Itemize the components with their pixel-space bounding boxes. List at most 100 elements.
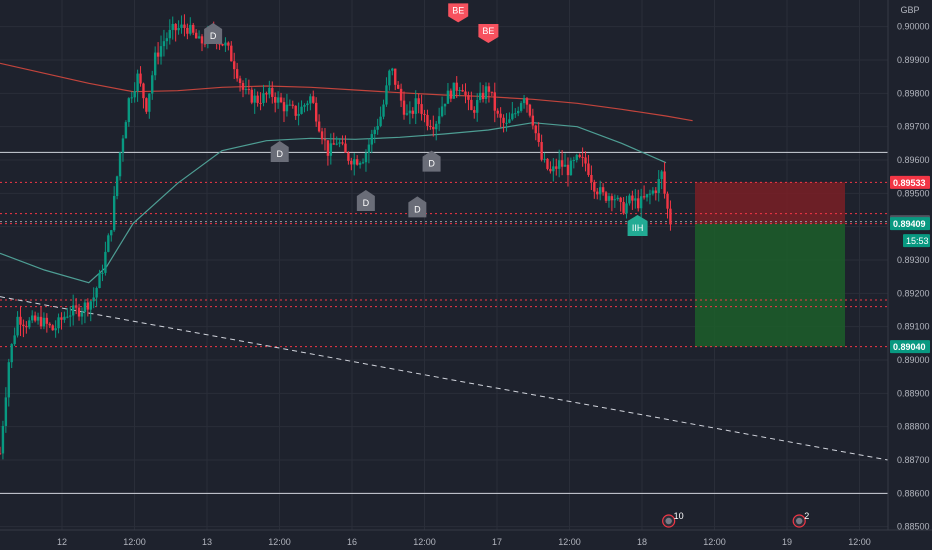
marker-badge-label: D (428, 159, 435, 169)
candle-body (563, 164, 567, 167)
candle-body (121, 138, 125, 153)
candle-body (317, 121, 321, 132)
take-profit-zone[interactable] (695, 223, 845, 347)
candle-body (341, 142, 344, 144)
candle-body (326, 140, 330, 156)
candle-body (399, 88, 403, 101)
candle-body (654, 190, 658, 193)
candle-body (473, 110, 476, 113)
candle-body (446, 90, 450, 104)
candle-body (274, 96, 277, 103)
candle-body (493, 92, 496, 111)
candle-body (417, 98, 420, 105)
candle-body (364, 152, 368, 163)
candle-body (619, 197, 622, 202)
candle-body (669, 208, 672, 225)
candle-body (560, 160, 564, 167)
candle-body (584, 157, 587, 164)
candle-body (159, 46, 163, 57)
candle-body (1, 425, 5, 454)
candle-body (642, 196, 646, 198)
candle-body (306, 103, 309, 106)
candle-body (496, 110, 499, 114)
stop-loss-zone[interactable] (695, 182, 845, 224)
x-tick-label: 18 (637, 537, 647, 547)
candle-body (358, 162, 362, 165)
currency-label: GBP (900, 5, 919, 15)
candle-body (183, 24, 186, 28)
marker-badge[interactable] (448, 3, 469, 23)
candle-body (124, 122, 128, 139)
marker-badge-label: BE (482, 26, 494, 36)
candle-body (648, 193, 652, 195)
candle-body (405, 113, 409, 115)
candle-body (19, 316, 22, 325)
candle-body (250, 89, 253, 103)
marker-badge[interactable] (356, 190, 375, 211)
candle-body (86, 302, 90, 310)
candle-body (77, 307, 81, 317)
candle-body (394, 68, 397, 85)
candle-body (543, 158, 546, 160)
moving-average-slow (0, 62, 693, 122)
candle-body (593, 182, 596, 192)
candle-body (148, 93, 151, 112)
candle-body (470, 99, 473, 111)
candle-body (31, 315, 34, 321)
candle-body (625, 203, 628, 214)
candle-body (528, 104, 532, 116)
candle-body (285, 104, 289, 112)
candle-body (634, 198, 637, 201)
candle-body (294, 105, 297, 116)
candle-body (478, 92, 482, 101)
candle-body (575, 154, 578, 160)
candle-body (63, 316, 66, 320)
marker-badge-label: BE (452, 5, 464, 15)
candle-body (490, 91, 494, 93)
candle-body (467, 95, 470, 100)
candle-body (581, 156, 584, 158)
candle-body (578, 154, 581, 157)
marker-badge[interactable] (627, 215, 648, 236)
candle-body (622, 201, 625, 214)
x-tick-label: 12:00 (703, 537, 726, 547)
y-tick-label: 0.89800 (897, 88, 930, 98)
candle-body (39, 316, 43, 327)
candle-body (256, 95, 259, 103)
candle-body (279, 97, 283, 103)
candle-body (95, 287, 98, 298)
marker-badge[interactable] (478, 24, 499, 43)
marker-badge[interactable] (270, 141, 289, 162)
price-label-bg (890, 217, 930, 231)
candle-body (83, 302, 87, 312)
candle-body (361, 162, 365, 164)
candle-body (402, 100, 406, 115)
candle-body (514, 113, 517, 115)
candle-body (320, 131, 324, 140)
trend-line[interactable] (0, 296, 889, 461)
candle-body (127, 98, 131, 123)
candle-body (314, 102, 318, 122)
x-tick-label: 12 (57, 537, 67, 547)
candle-body (197, 36, 201, 39)
x-tick-label: 17 (492, 537, 502, 547)
price-label-bg (890, 175, 930, 189)
marker-badge[interactable] (422, 150, 441, 172)
candle-body (151, 75, 154, 94)
marker-badge[interactable] (408, 196, 427, 218)
candle-body (186, 27, 189, 34)
candle-body (449, 90, 453, 99)
candle-body (508, 119, 511, 123)
candle-body (235, 69, 239, 79)
y-tick-label: 0.90000 (897, 22, 930, 32)
candle-body (112, 195, 116, 231)
x-tick-label: 19 (782, 537, 792, 547)
candle-body (657, 179, 660, 193)
candle-body (98, 272, 101, 288)
candle-body (566, 164, 570, 176)
candle-body (247, 89, 251, 91)
marker-badge[interactable] (204, 23, 223, 44)
candle-body (423, 113, 426, 115)
